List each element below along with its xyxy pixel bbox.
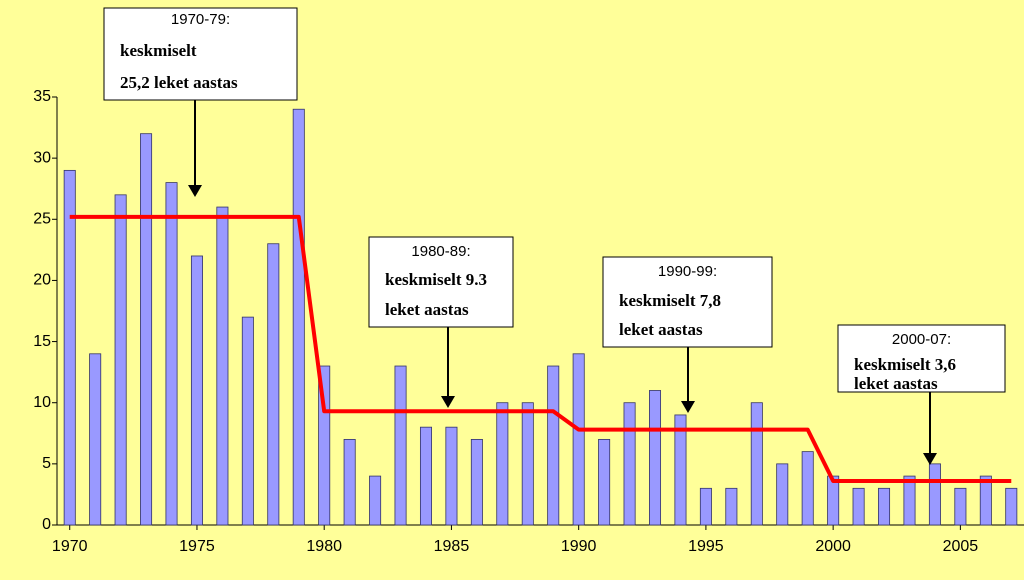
bar — [699, 487, 712, 526]
bar — [216, 206, 229, 526]
y-tick-label: 20 — [33, 272, 51, 289]
bar — [801, 451, 814, 526]
bar — [572, 353, 585, 526]
annotation-box — [103, 7, 298, 101]
x-tick-label: 1995 — [688, 538, 724, 555]
y-tick-label: 10 — [33, 394, 51, 411]
y-tick-label: 30 — [33, 149, 51, 166]
annotation-arrowhead — [441, 396, 455, 408]
bar — [114, 194, 127, 526]
bar — [928, 463, 941, 526]
bar — [852, 487, 865, 526]
y-tick-label: 0 — [42, 516, 51, 533]
bar — [419, 426, 432, 526]
bar — [623, 402, 636, 526]
bar — [827, 475, 840, 526]
bar — [521, 402, 534, 526]
bar — [369, 475, 382, 526]
x-tick-label: 1970 — [52, 538, 88, 555]
y-tick-label: 5 — [42, 455, 51, 472]
annotation-text: 1980-89: — [411, 243, 470, 260]
annotation-text: keskmiselt — [120, 41, 197, 60]
bar — [445, 426, 458, 526]
bar — [903, 475, 916, 526]
bar — [140, 133, 153, 526]
annotation-text: 25,2 leket aastas — [120, 73, 238, 92]
annotation-arrowhead — [923, 453, 937, 465]
bar — [394, 365, 407, 526]
bar — [649, 390, 662, 526]
annotation-text: keskmiselt 9.3 — [385, 270, 487, 289]
annotation-box — [837, 324, 1006, 393]
bar — [470, 438, 483, 526]
annotation-box — [602, 256, 773, 348]
bar — [878, 487, 891, 526]
bar — [954, 487, 967, 526]
x-tick-label: 1985 — [434, 538, 470, 555]
y-tick-label: 15 — [33, 333, 51, 350]
annotation-text: 1990-99: — [658, 263, 717, 280]
annotation-text: leket aastas — [854, 374, 938, 393]
annotation-box — [368, 236, 514, 328]
x-tick-label: 1990 — [561, 538, 597, 555]
x-tick-label: 1975 — [179, 538, 215, 555]
x-tick-label: 2005 — [943, 538, 979, 555]
bar — [547, 365, 560, 526]
average-line — [69, 214, 1012, 483]
bar — [343, 438, 356, 526]
bar — [674, 414, 687, 526]
bar — [1005, 487, 1018, 526]
bar — [750, 402, 763, 526]
annotation-arrowhead — [681, 401, 695, 413]
x-tick-label: 2000 — [815, 538, 851, 555]
bar — [292, 108, 305, 526]
annotation-arrowhead — [188, 185, 202, 197]
bar — [89, 353, 102, 526]
bar — [496, 402, 509, 526]
bar — [979, 475, 992, 526]
bar — [318, 365, 331, 526]
bar — [165, 182, 178, 526]
bar — [63, 169, 76, 526]
x-tick-label: 1980 — [306, 538, 342, 555]
bar — [241, 316, 254, 526]
annotation-text: 2000-07: — [892, 331, 951, 348]
bar — [598, 438, 611, 526]
bar — [267, 243, 280, 526]
bar — [190, 255, 203, 526]
y-tick-label: 25 — [33, 211, 51, 228]
annotation-text: 1970-79: — [171, 11, 230, 28]
annotation-text: leket aastas — [385, 300, 469, 319]
annotation-text: keskmiselt 3,6 — [854, 355, 956, 374]
annotation-text: keskmiselt 7,8 — [619, 291, 721, 310]
y-tick-label: 35 — [33, 88, 51, 105]
bar — [776, 463, 789, 526]
bar — [725, 487, 738, 526]
annotation-text: leket aastas — [619, 320, 703, 339]
